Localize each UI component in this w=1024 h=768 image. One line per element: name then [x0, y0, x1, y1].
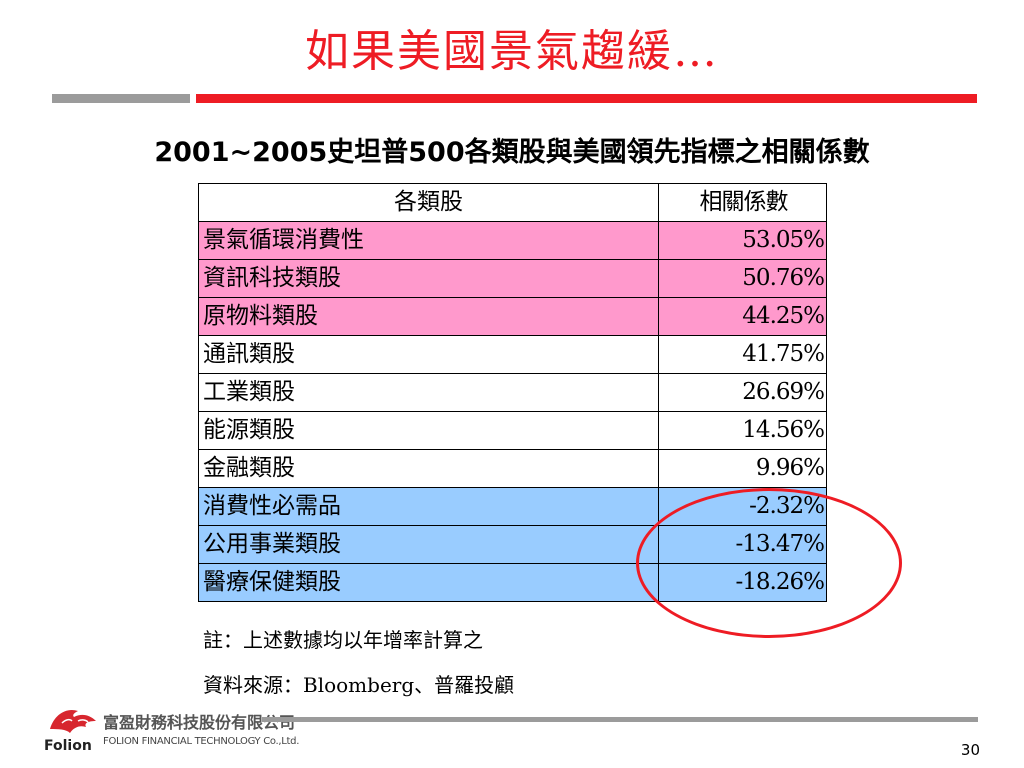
sector-cell: 資訊科技類股 [198, 259, 659, 298]
table-header-row: 各類股 相關係數 [198, 183, 827, 222]
sector-cell: 工業類股 [198, 373, 659, 412]
sector-cell: 消費性必需品 [198, 487, 659, 526]
brand-name: Folion [44, 738, 92, 754]
header-sector: 各類股 [198, 183, 659, 222]
correlation-cell: 9.96% [658, 449, 827, 488]
table-title: 2001~2005史坦普500各類股與美國領先指標之相關係數 [154, 137, 870, 168]
sector-cell: 通訊類股 [198, 335, 659, 374]
correlation-cell: 50.76% [658, 259, 827, 298]
table-row: 金融類股 9.96% [198, 449, 827, 488]
correlation-cell: 14.56% [658, 411, 827, 450]
sector-cell: 原物料類股 [198, 297, 659, 336]
folion-lion-logo-icon [50, 709, 96, 733]
table-row: 原物料類股 44.25% [198, 297, 827, 336]
correlation-cell: 41.75% [658, 335, 827, 374]
title-underline-gray [52, 94, 190, 103]
sector-cell: 公用事業類股 [198, 525, 659, 564]
sector-cell: 景氣循環消費性 [198, 221, 659, 260]
table-row: 景氣循環消費性 53.05% [198, 221, 827, 260]
sector-cell: 能源類股 [198, 411, 659, 450]
company-english-name: FOLION FINANCIAL TECHNOLOGY Co.,Ltd. [103, 736, 300, 747]
highlight-circle-annotation [636, 488, 902, 638]
sector-cell: 醫療保健類股 [198, 563, 659, 602]
table-row: 資訊科技類股 50.76% [198, 259, 827, 298]
footer-divider [262, 717, 978, 722]
correlation-cell: 26.69% [658, 373, 827, 412]
correlation-cell: 53.05% [658, 221, 827, 260]
correlation-cell: 44.25% [658, 297, 827, 336]
page-number: 30 [960, 741, 980, 759]
title-underline-red [196, 94, 977, 103]
data-source: 資料來源：Bloomberg、普羅投顧 [203, 673, 515, 697]
header-correlation: 相關係數 [658, 183, 827, 222]
sector-cell: 金融類股 [198, 449, 659, 488]
footnote: 註：上述數據均以年增率計算之 [203, 628, 483, 652]
table-row: 工業類股 26.69% [198, 373, 827, 412]
table-row: 通訊類股 41.75% [198, 335, 827, 374]
company-name: 富盈財務科技股份有限公司 [103, 713, 296, 732]
table-row: 能源類股 14.56% [198, 411, 827, 450]
slide-title: 如果美國景氣趨緩… [305, 26, 719, 77]
